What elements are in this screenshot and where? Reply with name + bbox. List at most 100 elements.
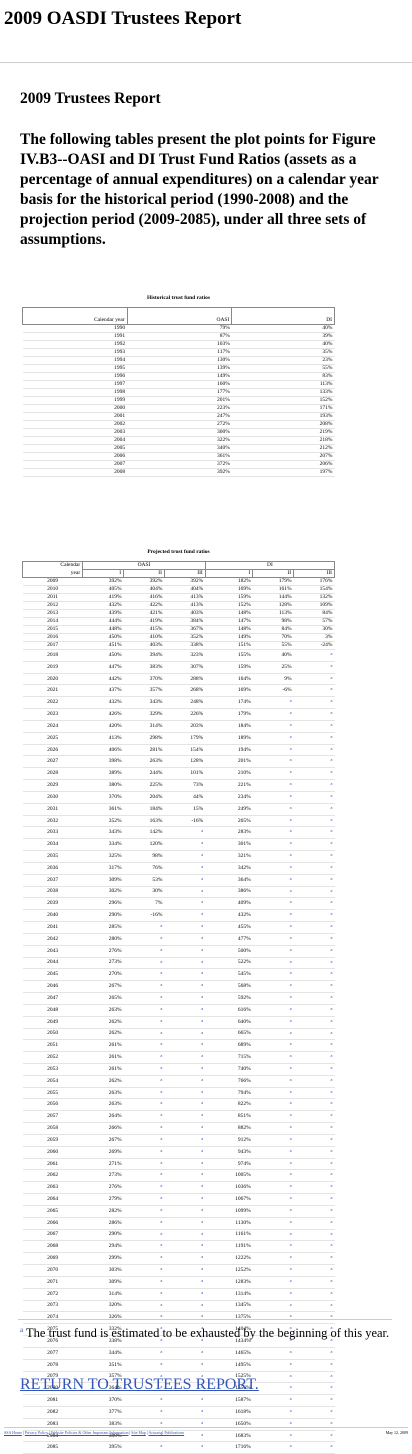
table-row: 2005 340% 212% xyxy=(22,444,335,453)
table-row: 2002 272% 208% xyxy=(22,420,335,429)
year-cell: 2039 xyxy=(22,897,83,911)
proj-header-di-alt-i: I xyxy=(204,569,254,578)
di-alt-ii-cell: a xyxy=(252,1229,294,1242)
year-cell: 2041 xyxy=(22,921,83,934)
oasi-alt-iii-cell: 154% xyxy=(164,744,206,757)
di-alt-iii-cell: 3% xyxy=(293,633,335,642)
footer-link[interactable]: Privacy Policy xyxy=(24,1430,49,1435)
oasi-alt-i-cell: 299% xyxy=(82,1252,124,1266)
di-alt-iii-cell: a xyxy=(293,1169,335,1183)
di-alt-i-cell: 152% xyxy=(205,601,253,610)
di-alt-ii-cell: a xyxy=(252,933,294,946)
exhausted-footnote-mark: a xyxy=(289,721,292,727)
oasi-alt-i-cell: 413% xyxy=(82,732,124,745)
exhausted-footnote-mark: a xyxy=(289,840,292,846)
oasi-alt-i-cell: 352% xyxy=(82,815,124,828)
exhausted-footnote-mark: a xyxy=(330,651,333,656)
table-row: 2072 314% a a 1314% a a xyxy=(22,1288,335,1301)
exhausted-footnote-mark: a xyxy=(330,745,333,751)
oasi-alt-i-cell: 451% xyxy=(82,641,124,650)
di-alt-i-cell: 1525% xyxy=(205,1371,253,1384)
oasi-alt-ii-cell: a xyxy=(123,968,165,982)
di-ratio-cell: 219% xyxy=(231,428,335,437)
oasi-alt-ii-cell: a xyxy=(123,1146,165,1159)
exhausted-footnote-mark: a xyxy=(289,1029,292,1035)
footer-link[interactable]: Actuarial Publications xyxy=(148,1430,185,1435)
year-cell: 2044 xyxy=(22,957,83,970)
exhausted-footnote-mark: a xyxy=(289,1266,292,1272)
year-cell: 2010 xyxy=(22,585,83,594)
exhausted-footnote-mark: a xyxy=(289,1325,292,1331)
oasi-alt-iii-cell: a xyxy=(164,1039,206,1053)
di-alt-ii-cell: a xyxy=(252,755,294,769)
footer-link[interactable]: Site Map xyxy=(131,1430,146,1435)
oasi-alt-iii-cell: a xyxy=(164,838,206,852)
exhausted-footnote-mark: a xyxy=(289,1289,292,1295)
oasi-alt-i-cell: 269% xyxy=(82,1146,124,1159)
table-row: 2073 320% a a 1345% a a xyxy=(22,1300,335,1313)
di-alt-iii-cell: a xyxy=(293,1087,335,1100)
exhausted-footnote-mark: a xyxy=(289,934,292,940)
exhausted-footnote-mark: a xyxy=(201,1100,204,1106)
table-row: 2032 352% 163% -16% 265% a a xyxy=(22,815,335,828)
di-alt-i-cell: 766% xyxy=(205,1075,253,1088)
di-alt-iii-cell: a xyxy=(293,732,335,745)
oasi-alt-i-cell: 344% xyxy=(82,1347,124,1360)
historical-table-caption: Historical trust fund ratios xyxy=(146,295,211,301)
oasi-alt-iii-cell: a xyxy=(164,992,206,1005)
oasi-alt-i-cell: 261% xyxy=(82,1039,124,1053)
di-alt-i-cell: 149% xyxy=(205,633,253,642)
exhausted-footnote-mark: a xyxy=(160,1053,163,1059)
oasi-alt-i-cell: 332% xyxy=(82,1323,124,1337)
oasi-alt-ii-cell: a xyxy=(123,1311,165,1325)
exhausted-footnote-mark: a xyxy=(289,1171,292,1177)
oasi-alt-ii-cell: a xyxy=(123,1075,165,1088)
footer-link[interactable]: SSA Home xyxy=(4,1430,22,1435)
di-alt-iii-cell: a xyxy=(293,696,335,710)
di-alt-ii-cell: 55% xyxy=(252,641,294,650)
oasi-alt-iii-cell: a xyxy=(164,826,206,840)
di-alt-ii-cell: 70% xyxy=(252,633,294,642)
table-row: 2033 343% 142% a 283% a a xyxy=(22,826,335,840)
di-alt-iii-cell: a xyxy=(293,862,335,875)
oasi-alt-i-cell: 320% xyxy=(82,1300,124,1313)
oasi-alt-i-cell: 309% xyxy=(82,1276,124,1289)
di-alt-iii-cell: 30% xyxy=(293,625,335,634)
oasi-alt-iii-cell: 338% xyxy=(164,641,206,650)
oasi-alt-i-cell: 261% xyxy=(82,1063,124,1076)
footer-link[interactable]: Website Policies & Other Important Infor… xyxy=(50,1430,129,1435)
oasi-alt-i-cell: 290% xyxy=(82,909,124,923)
exhausted-footnote-mark: a xyxy=(201,875,204,881)
exhausted-footnote-mark: a xyxy=(201,1419,204,1425)
oasi-ratio-cell: 103% xyxy=(127,340,232,349)
year-cell: 2042 xyxy=(22,933,83,946)
table-row: 2055 263% a a 794% a a xyxy=(22,1087,335,1100)
exhausted-footnote-mark: a xyxy=(201,1029,204,1035)
oasi-ratio-cell: 201% xyxy=(127,396,232,405)
year-cell: 2071 xyxy=(22,1276,83,1289)
table-row: 1994 130% 23% xyxy=(22,356,335,365)
di-alt-iii-cell: a xyxy=(293,673,335,686)
oasi-alt-iii-cell: 403% xyxy=(164,609,206,618)
table-row: 2078 351% a a 1495% a a xyxy=(22,1359,335,1372)
return-to-report-link[interactable]: RETURN TO TRUSTEES REPORT. xyxy=(20,1376,259,1393)
oasi-alt-i-cell: 450% xyxy=(82,649,124,662)
exhausted-footnote-mark: a xyxy=(201,887,204,893)
proj-header-di-alt-ii: II xyxy=(252,569,295,578)
year-cell: 2046 xyxy=(22,980,83,994)
oasi-ratio-cell: 272% xyxy=(127,420,232,429)
oasi-alt-iii-cell: 44% xyxy=(164,791,206,804)
di-alt-ii-cell: a xyxy=(252,1300,294,1313)
oasi-alt-ii-cell: a xyxy=(123,980,165,994)
oasi-alt-ii-cell: 392% xyxy=(123,577,165,586)
exhausted-footnote-mark: a xyxy=(201,1159,204,1165)
exhausted-footnote-mark: a xyxy=(160,1431,163,1437)
oasi-alt-iii-cell: a xyxy=(164,1075,206,1088)
oasi-alt-i-cell: 267% xyxy=(82,1134,124,1147)
di-alt-iii-cell: a xyxy=(293,968,335,982)
year-cell: 2054 xyxy=(22,1075,83,1088)
di-alt-iii-cell: a xyxy=(293,791,335,804)
table-row: 2004 322% 218% xyxy=(22,436,335,445)
di-alt-i-cell: 148% xyxy=(205,609,253,618)
di-alt-ii-cell: 98% xyxy=(252,617,294,626)
